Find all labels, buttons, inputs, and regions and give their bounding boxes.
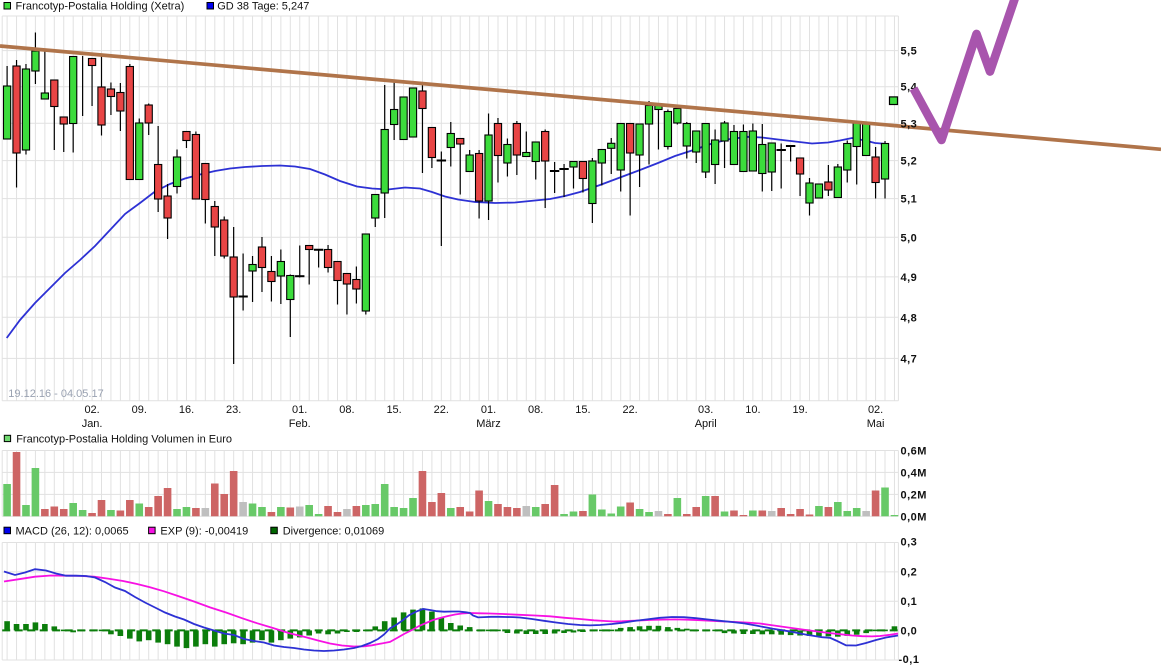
svg-text:5,1: 5,1 xyxy=(901,194,918,206)
svg-text:19.12.16 - 04.05.17: 19.12.16 - 04.05.17 xyxy=(8,388,103,400)
svg-text:08.: 08. xyxy=(528,404,543,416)
svg-text:15.: 15. xyxy=(575,404,590,416)
svg-text:-0,1: -0,1 xyxy=(899,654,920,666)
svg-text:0,3: 0,3 xyxy=(901,537,918,549)
svg-text:02.: 02. xyxy=(84,404,99,416)
svg-text:Feb.: Feb. xyxy=(289,418,311,430)
svg-text:01.: 01. xyxy=(481,404,496,416)
svg-text:10.: 10. xyxy=(745,404,760,416)
svg-text:Jan.: Jan. xyxy=(82,418,103,430)
svg-text:Francotyp-Postalia Holding (Xe: Francotyp-Postalia Holding (Xetra) xyxy=(16,1,185,13)
svg-text:16.: 16. xyxy=(179,404,194,416)
svg-text:22.: 22. xyxy=(622,404,637,416)
svg-text:5,3: 5,3 xyxy=(901,118,918,130)
svg-text:09.: 09. xyxy=(132,404,147,416)
svg-text:5,5: 5,5 xyxy=(901,46,918,58)
svg-text:März: März xyxy=(476,418,500,430)
svg-text:GD 38 Tage: 5,247: GD 38 Tage: 5,247 xyxy=(217,1,309,13)
svg-text:0,0: 0,0 xyxy=(901,625,918,637)
svg-text:22.: 22. xyxy=(434,404,449,416)
svg-text:0,2M: 0,2M xyxy=(901,489,927,501)
svg-text:EXP (9): -0,00419: EXP (9): -0,00419 xyxy=(160,525,248,537)
svg-text:15.: 15. xyxy=(386,404,401,416)
svg-text:April: April xyxy=(695,418,717,430)
svg-text:03.: 03. xyxy=(698,404,713,416)
svg-text:Francotyp-Postalia Holding Vol: Francotyp-Postalia Holding Volumen in Eu… xyxy=(16,433,232,445)
svg-text:4,7: 4,7 xyxy=(901,353,918,365)
svg-text:23.: 23. xyxy=(226,404,241,416)
svg-text:08.: 08. xyxy=(339,404,354,416)
svg-text:Mai: Mai xyxy=(867,418,885,430)
svg-text:19.: 19. xyxy=(792,404,807,416)
svg-text:MACD (26, 12): 0,0065: MACD (26, 12): 0,0065 xyxy=(16,525,129,537)
svg-text:0,6M: 0,6M xyxy=(901,446,927,458)
svg-text:5,2: 5,2 xyxy=(901,156,918,168)
svg-text:4,9: 4,9 xyxy=(901,272,918,284)
svg-text:0,2: 0,2 xyxy=(901,566,918,578)
svg-text:01.: 01. xyxy=(292,404,307,416)
svg-text:5,0: 5,0 xyxy=(901,232,918,244)
svg-text:4,8: 4,8 xyxy=(901,312,918,324)
svg-text:0,4M: 0,4M xyxy=(901,467,927,479)
svg-text:0,1: 0,1 xyxy=(901,596,918,608)
svg-text:Divergence: 0,01069: Divergence: 0,01069 xyxy=(283,525,385,537)
svg-text:0,0M: 0,0M xyxy=(901,511,927,523)
svg-text:02.: 02. xyxy=(868,404,883,416)
